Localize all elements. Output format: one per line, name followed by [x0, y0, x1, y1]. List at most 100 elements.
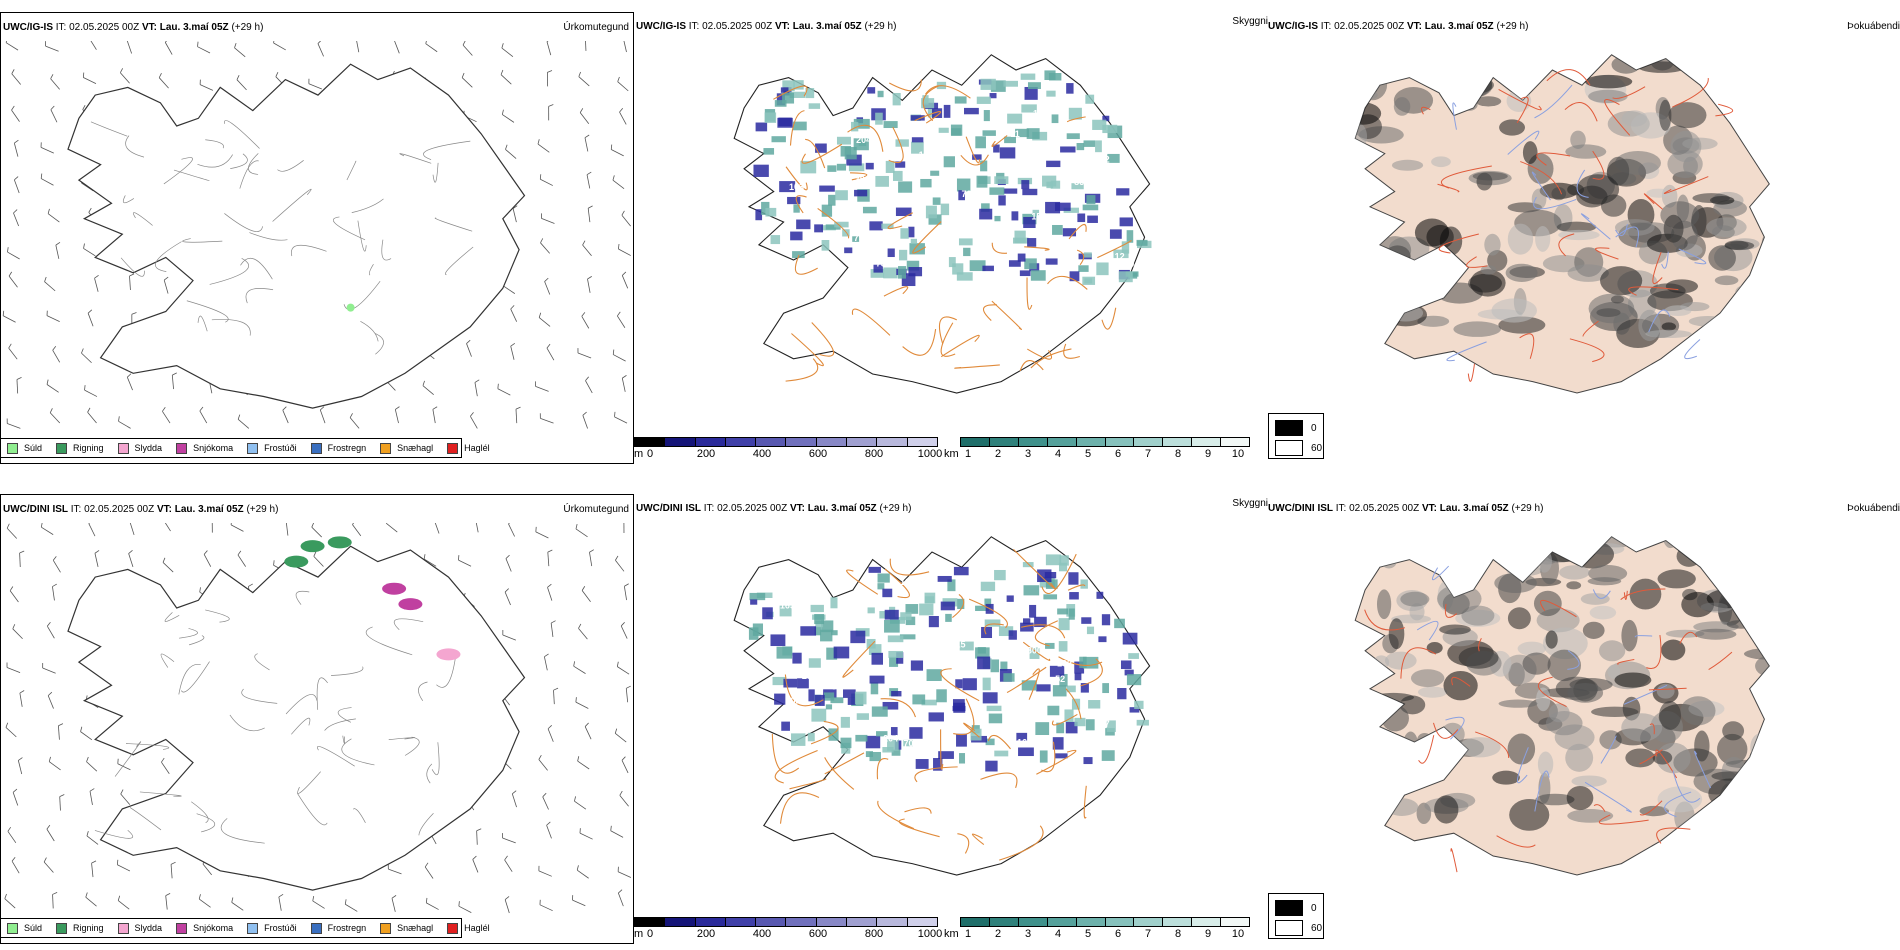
- visibility-cell: [780, 87, 789, 93]
- visibility-cell: [898, 266, 907, 279]
- visibility-cell: [1107, 153, 1120, 163]
- road-line: [120, 257, 145, 277]
- wind-barb: [43, 857, 54, 873]
- fog-cell: [1388, 304, 1424, 322]
- fog-cell: [1410, 669, 1445, 688]
- road-line: [178, 628, 198, 639]
- precip-area: [284, 555, 309, 568]
- visibility-cell: [915, 759, 929, 769]
- visibility-cell: [988, 713, 1003, 724]
- cloudbase-value-label: 204: [856, 135, 871, 145]
- precip-legend-label: Frostúði: [264, 443, 297, 453]
- visibility-cell: [1027, 82, 1041, 90]
- colorbar-tick-label: 1: [964, 928, 972, 940]
- fog-cell: [1556, 221, 1597, 233]
- fog-cell: [1692, 193, 1730, 203]
- visibility-cell: [1080, 683, 1089, 693]
- road-line: [971, 833, 985, 846]
- fog-cell: [1400, 591, 1430, 607]
- fog-cell: [1472, 172, 1508, 181]
- visibility-cell: [1087, 215, 1098, 223]
- road-line: [1672, 770, 1701, 803]
- fog-cell: [1417, 686, 1448, 698]
- visibility-cell: [1029, 604, 1037, 618]
- visibility-cell: [943, 104, 951, 118]
- fog-cell: [1717, 733, 1748, 765]
- wind-barb: [87, 407, 97, 424]
- visibility-cell: [1023, 216, 1036, 229]
- visibility-cell: [959, 641, 974, 651]
- wind-barb: [5, 722, 17, 738]
- precip-legend-swatch: [247, 922, 259, 934]
- fog-cell: [1458, 737, 1501, 758]
- road-line: [1643, 193, 1663, 210]
- visibility-cell: [1067, 685, 1076, 693]
- visibility-cell: [1074, 717, 1086, 727]
- visibility-cell: [989, 93, 997, 99]
- wind-barb: [80, 726, 93, 741]
- visibility-cell: [797, 678, 809, 689]
- road-line: [1656, 827, 1691, 844]
- precip-area: [346, 303, 355, 312]
- fog-cell: [1565, 743, 1594, 772]
- road-line: [1026, 277, 1033, 310]
- wind-barb: [625, 685, 631, 703]
- wind-barb: [162, 407, 171, 424]
- cloudbase-value-label: 11: [994, 683, 1004, 693]
- fog-cell: [1364, 223, 1383, 234]
- colorbar-tick-label: 8: [1174, 928, 1182, 940]
- road-line: [1444, 603, 1458, 618]
- visibility-cell: [957, 598, 965, 609]
- road-line: [249, 232, 288, 241]
- road-line: [291, 717, 311, 735]
- fog-cell: [1403, 731, 1418, 756]
- road-line: [1534, 84, 1573, 119]
- visibility-cell: [1032, 131, 1048, 141]
- wind-barb: [8, 343, 18, 360]
- wind-barb: [546, 70, 553, 87]
- wind-barb: [617, 866, 632, 878]
- visibility-cell: [925, 205, 937, 219]
- road-line: [1067, 584, 1086, 591]
- fog-cell: [1450, 76, 1494, 95]
- wind-barb: [165, 892, 171, 910]
- colorbar-tick-label: 4: [1054, 928, 1062, 940]
- precip-legend-item: Súld: [7, 442, 42, 454]
- wind-barb: [550, 620, 556, 638]
- wind-barb: [48, 756, 61, 771]
- cloudbase-value-label: 12: [899, 760, 909, 770]
- visibility-cell: [765, 207, 777, 217]
- visibility-cell: [928, 615, 939, 628]
- panel-variable-label: Skyggni: [1232, 16, 1268, 27]
- precip-type-map-top: UWC/IG-IS IT: 02.05.2025 00Z VT: Lau. 3.…: [0, 12, 634, 464]
- cloudbase-value-label: 38: [855, 175, 865, 185]
- cloudbase-value-label: 102: [786, 696, 801, 706]
- road-line: [1496, 835, 1536, 848]
- wind-barb: [621, 375, 627, 392]
- visibility-cell: [792, 652, 802, 664]
- visibility-cell: [870, 269, 885, 278]
- road-line: [1646, 634, 1662, 670]
- road-line: [1598, 814, 1649, 825]
- colorbar-segment: [635, 438, 666, 446]
- road-line: [241, 688, 278, 704]
- visibility-cell: [899, 249, 908, 261]
- visibility-cell: [926, 669, 942, 681]
- precip-legend-item: Frostregn: [310, 442, 366, 454]
- wind-barb: [317, 41, 324, 57]
- visibility-cell: [830, 697, 844, 704]
- visibility-cell: [1117, 688, 1127, 700]
- road-line: [331, 666, 364, 676]
- visibility-cell: [819, 185, 835, 192]
- fog-cell: [1706, 217, 1747, 238]
- fog-cell: [1355, 198, 1365, 220]
- road-line: [940, 334, 980, 358]
- road-line: [1036, 749, 1077, 775]
- precip-area: [382, 582, 407, 595]
- wind-barb: [4, 893, 16, 909]
- wind-barb: [230, 523, 244, 532]
- wind-barb: [308, 78, 322, 90]
- visibility-cell: [982, 265, 994, 272]
- visibility-cell: [1029, 647, 1040, 659]
- road-line: [824, 752, 865, 775]
